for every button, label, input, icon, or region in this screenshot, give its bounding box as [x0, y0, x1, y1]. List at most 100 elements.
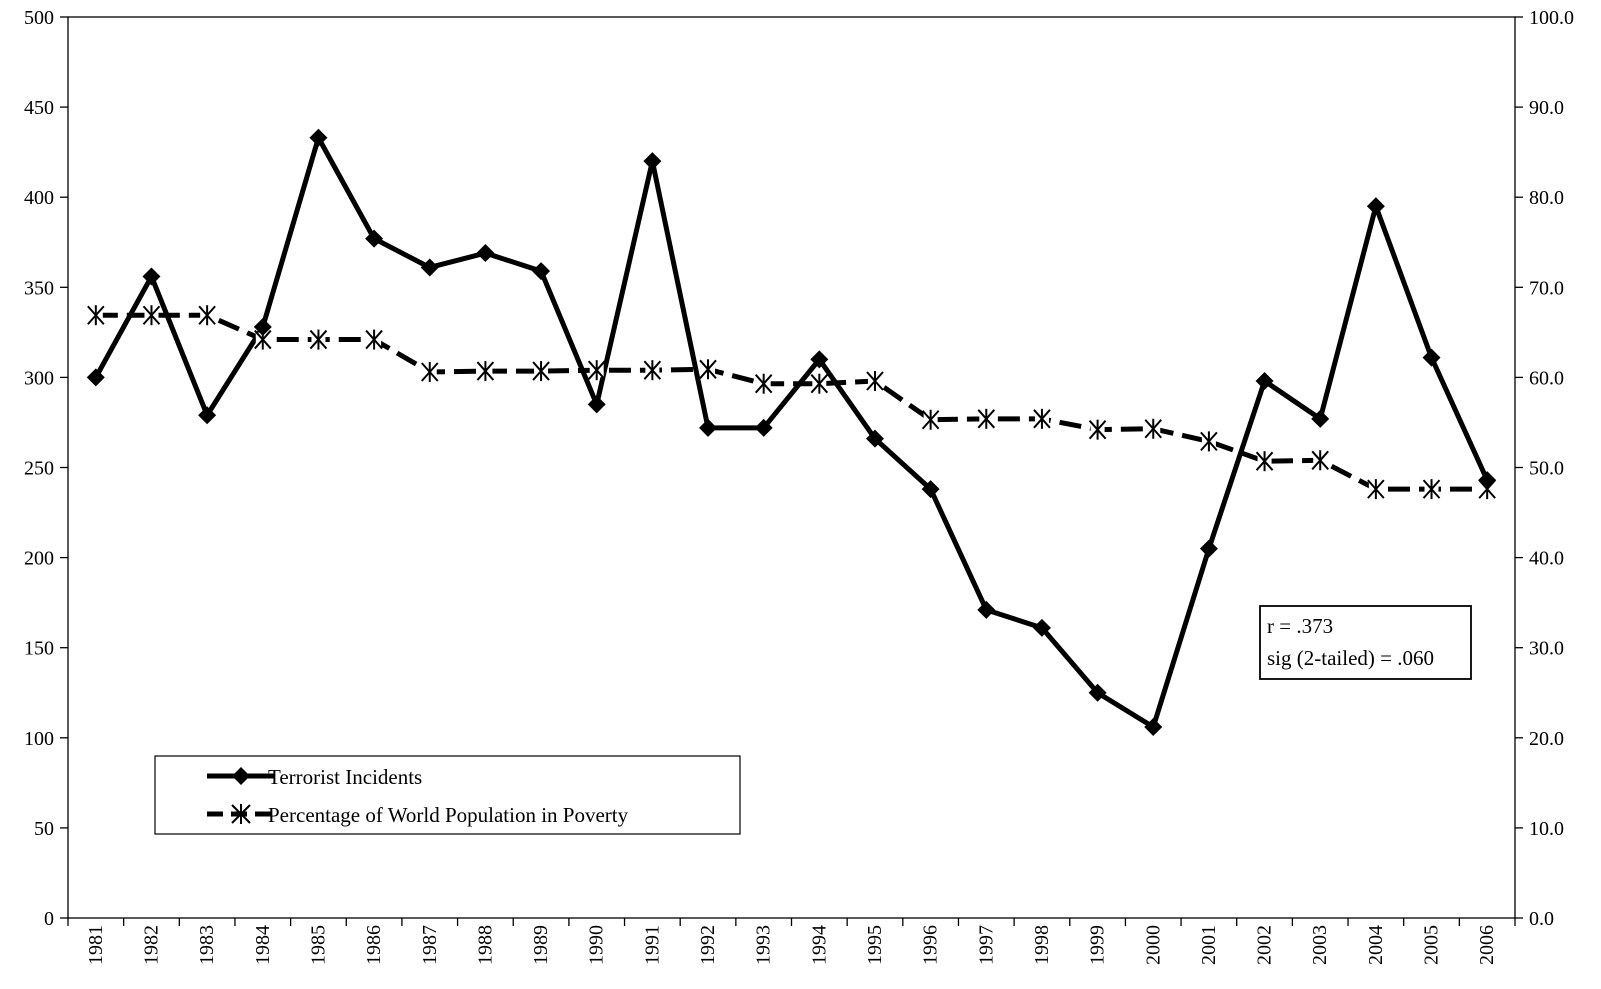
- y-right-tick-label: 0.0: [1529, 908, 1554, 930]
- series-line-incidents: [93, 135, 1490, 730]
- y-right-tick-label: 90.0: [1529, 97, 1564, 119]
- point-poverty: [1033, 408, 1051, 429]
- legend-item-incidents: Terrorist Incidents: [207, 765, 422, 789]
- x-tick-label: 1986: [363, 925, 385, 965]
- y-left-tick-label: 200: [24, 548, 54, 570]
- y-left-tick-label: 250: [24, 458, 54, 480]
- point-incidents: [198, 406, 217, 425]
- point-incidents: [365, 229, 384, 248]
- y-right-tick-label: 60.0: [1529, 367, 1564, 389]
- y-left-tick-label: 100: [24, 728, 54, 750]
- point-poverty: [309, 329, 328, 350]
- x-tick-label: 1990: [586, 925, 608, 965]
- point-incidents: [1032, 618, 1051, 637]
- point-incidents: [1255, 372, 1274, 391]
- point-incidents: [754, 418, 773, 437]
- point-poverty: [1311, 450, 1329, 471]
- point-poverty: [643, 360, 662, 381]
- point-incidents: [420, 258, 439, 277]
- point-incidents: [921, 480, 940, 499]
- point-incidents: [587, 395, 606, 414]
- annotation-line-2: sig (2-tailed) = .060: [1267, 646, 1434, 670]
- point-poverty: [1144, 418, 1162, 439]
- x-tick-label: 1994: [808, 925, 830, 965]
- point-incidents: [1311, 409, 1330, 428]
- y-right-tick-label: 10.0: [1529, 818, 1564, 840]
- legend-label-incidents: Terrorist Incidents: [268, 765, 422, 789]
- point-incidents: [977, 600, 996, 619]
- x-tick-label: 1981: [85, 925, 107, 965]
- x-tick-label: 1998: [1031, 925, 1053, 965]
- point-incidents: [309, 128, 328, 147]
- point-poverty: [866, 371, 884, 392]
- point-incidents: [699, 418, 718, 437]
- y-left-tick-label: 300: [24, 367, 54, 389]
- x-tick-label: 2005: [1421, 925, 1443, 965]
- x-tick-label: 1993: [753, 925, 775, 965]
- y-left-tick-label: 450: [24, 97, 54, 119]
- annotation-line-1: r = .373: [1267, 614, 1333, 638]
- x-tick-label: 1995: [864, 925, 886, 965]
- point-poverty: [754, 373, 773, 394]
- point-incidents: [86, 368, 105, 387]
- x-tick-label: 2001: [1198, 925, 1220, 965]
- y-right-tick-label: 40.0: [1529, 548, 1564, 570]
- y-left-tick-label: 400: [24, 187, 54, 209]
- x-tick-label: 2004: [1365, 925, 1387, 965]
- y-left-tick-label: 350: [24, 277, 54, 299]
- x-tick-label: 1988: [474, 925, 496, 965]
- point-poverty: [476, 361, 495, 382]
- point-poverty: [1367, 479, 1385, 500]
- y-right-tick-label: 100.0: [1529, 7, 1574, 29]
- y-right-tick-label: 20.0: [1529, 728, 1564, 750]
- point-incidents: [142, 267, 161, 286]
- series-layer: [86, 128, 1497, 736]
- x-tick-label: 1992: [697, 925, 719, 965]
- point-incidents: [253, 317, 272, 336]
- y-right-tick-label: 70.0: [1529, 277, 1564, 299]
- point-poverty: [1255, 451, 1274, 472]
- x-tick-label: 1984: [252, 925, 274, 965]
- point-incidents: [1088, 683, 1107, 702]
- y-left-tick-label: 150: [24, 638, 54, 660]
- x-tick-label: 1987: [419, 925, 441, 965]
- x-tick-label: 1982: [140, 925, 162, 965]
- legend-item-poverty: Percentage of World Population in Povert…: [207, 803, 629, 827]
- x-tick-label: 2006: [1476, 925, 1498, 965]
- point-incidents: [865, 429, 884, 448]
- point-incidents: [810, 350, 829, 369]
- point-poverty: [532, 361, 550, 382]
- y-right-tick-label: 30.0: [1529, 638, 1564, 660]
- y-left-tick-label: 50: [34, 818, 54, 840]
- point-poverty: [921, 409, 940, 430]
- legend-label-poverty: Percentage of World Population in Povert…: [268, 803, 629, 827]
- point-poverty: [699, 359, 717, 380]
- point-poverty: [977, 408, 996, 429]
- point-incidents: [1478, 471, 1497, 490]
- point-incidents: [476, 244, 495, 263]
- point-poverty: [365, 329, 383, 350]
- x-tick-label: 1999: [1087, 925, 1109, 965]
- x-tick-label: 1997: [975, 925, 997, 965]
- x-tick-label: 1983: [196, 925, 218, 965]
- x-tick-label: 1985: [307, 925, 329, 965]
- point-poverty: [142, 305, 161, 326]
- point-incidents: [532, 262, 551, 281]
- x-tick-label: 2003: [1309, 925, 1331, 965]
- point-incidents: [1422, 348, 1441, 367]
- y-left-tick-label: 0: [44, 908, 54, 930]
- point-poverty: [587, 360, 606, 381]
- point-poverty: [198, 305, 216, 326]
- point-poverty: [87, 305, 105, 326]
- point-poverty: [421, 361, 439, 382]
- axes: 0 50 100 150 200 250 300 350 400 450 500 0.0 10.0 20.…: [24, 7, 1574, 965]
- y-right-tick-label: 80.0: [1529, 187, 1564, 209]
- x-tick-label: 2000: [1142, 925, 1164, 965]
- x-tick-label: 1991: [641, 925, 663, 965]
- point-incidents: [1144, 717, 1163, 736]
- correlation-annotation: r = .373 sig (2-tailed) = .060: [1259, 605, 1472, 680]
- legend-swatch-incidents-marker: [232, 767, 250, 785]
- point-incidents: [1199, 539, 1218, 558]
- point-incidents: [643, 152, 662, 171]
